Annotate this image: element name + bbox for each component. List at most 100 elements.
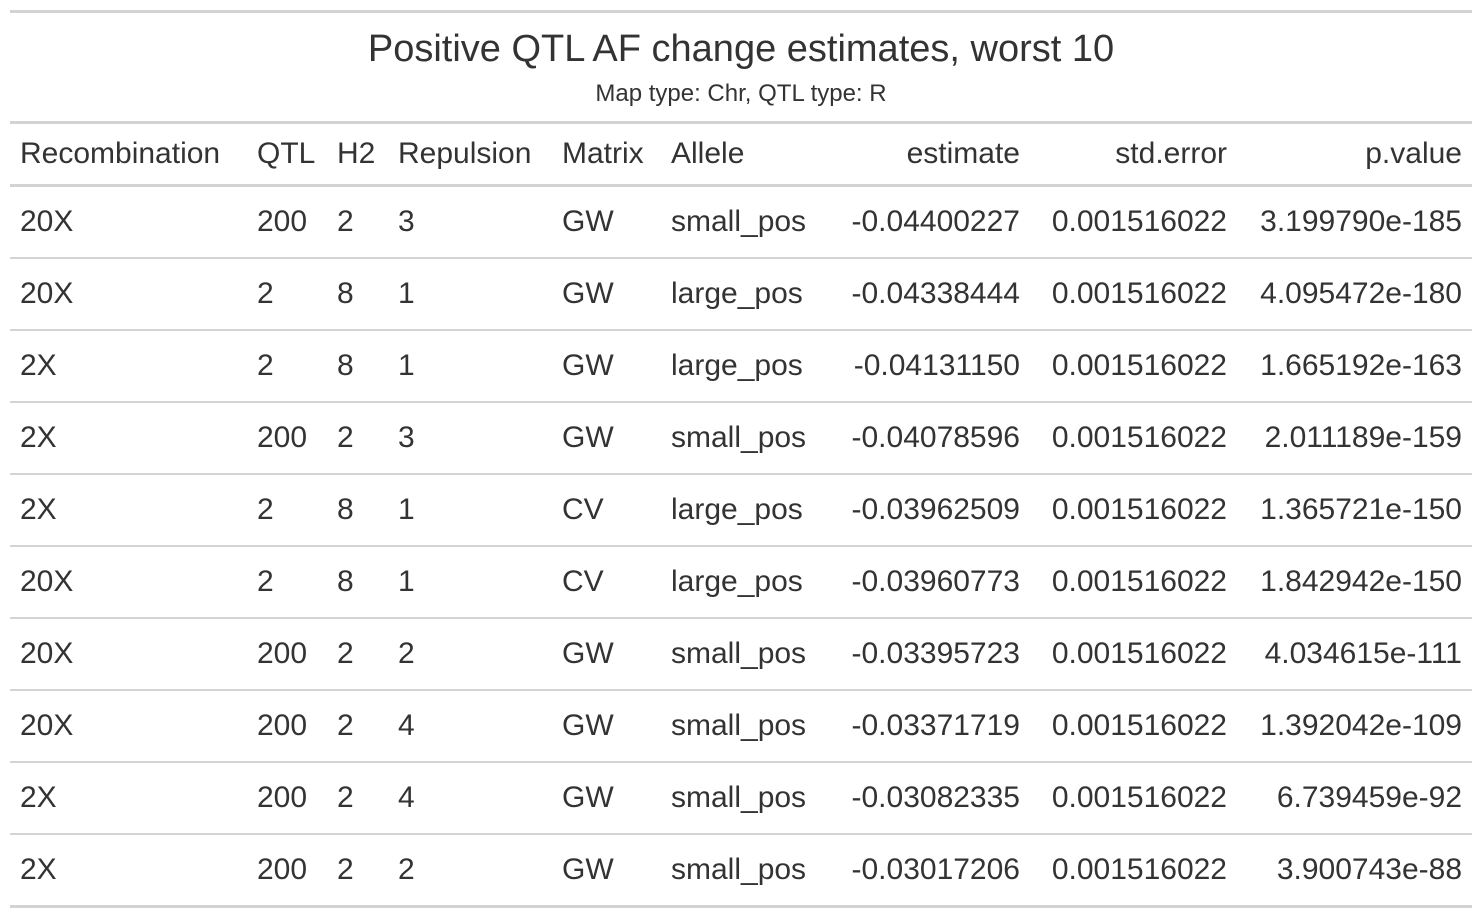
allele-cell: small_pos <box>661 618 826 691</box>
table-row: 20X 200 2 3 GW small_pos -0.04400227 0.00151602… <box>10 185 1472 259</box>
table-row: 2X 2 8 1 GW large_pos -0.04131150 0.001516022 1.… <box>10 330 1472 403</box>
h2-cell: 2 <box>327 402 388 475</box>
repulsion-cell: 1 <box>388 330 552 403</box>
std-error-cell: 0.001516022 <box>1030 690 1237 763</box>
qtl-cell: 2 <box>247 474 327 547</box>
h2-cell: 8 <box>327 258 388 331</box>
h2-cell: 2 <box>327 618 388 691</box>
qtl-cell: 200 <box>247 690 327 763</box>
estimate-cell: -0.04338444 <box>826 258 1030 331</box>
p-value-cell: 1.365721e-150 <box>1237 474 1472 547</box>
matrix-cell: GW <box>552 258 661 331</box>
matrix-cell: GW <box>552 618 661 691</box>
recombination-cell: 20X <box>10 185 247 259</box>
recombination-cell: 2X <box>10 762 247 835</box>
repulsion-cell: 1 <box>388 546 552 619</box>
std-error-cell: 0.001516022 <box>1030 474 1237 547</box>
qtl-cell: 200 <box>247 402 327 475</box>
h2-cell: 2 <box>327 690 388 763</box>
table-row: 2X 2 8 1 CV large_pos -0.03962509 0.001516022 1.… <box>10 474 1472 547</box>
qtl-cell: 200 <box>247 185 327 259</box>
estimate-cell: -0.04131150 <box>826 330 1030 403</box>
p-value-cell: 4.095472e-180 <box>1237 258 1472 331</box>
repulsion-cell: 1 <box>388 474 552 547</box>
results-table: Recombination QTL H2 Repulsion Matrix Al… <box>10 124 1472 908</box>
estimate-cell: -0.04400227 <box>826 185 1030 259</box>
matrix-cell: CV <box>552 474 661 547</box>
p-value-cell: 3.900743e-88 <box>1237 834 1472 908</box>
std-error-cell: 0.001516022 <box>1030 258 1237 331</box>
column-header-qtl: QTL <box>247 124 327 187</box>
matrix-cell: GW <box>552 402 661 475</box>
h2-cell: 8 <box>327 474 388 547</box>
h2-cell: 8 <box>327 546 388 619</box>
table-row: 20X 200 2 4 GW small_pos -0.03371719 0.00151602… <box>10 690 1472 763</box>
allele-cell: large_pos <box>661 258 826 331</box>
recombination-cell: 2X <box>10 402 247 475</box>
matrix-cell: GW <box>552 330 661 403</box>
column-header-std-error: std.error <box>1030 124 1237 187</box>
recombination-cell: 20X <box>10 258 247 331</box>
qtl-cell: 200 <box>247 834 327 908</box>
table-title: Positive QTL AF change estimates, worst … <box>367 28 1115 70</box>
h2-cell: 2 <box>327 762 388 835</box>
matrix-cell: GW <box>552 690 661 763</box>
table-row: 2X 200 2 3 GW small_pos -0.04078596 0.001516022… <box>10 402 1472 475</box>
p-value-cell: 3.199790e-185 <box>1237 185 1472 259</box>
repulsion-cell: 2 <box>388 618 552 691</box>
allele-cell: small_pos <box>661 185 826 259</box>
results-table-container: Positive QTL AF change estimates, worst … <box>10 10 1472 908</box>
table-row: 20X 2 8 1 GW large_pos -0.04338444 0.001516022 4… <box>10 258 1472 331</box>
allele-cell: large_pos <box>661 546 826 619</box>
allele-cell: large_pos <box>661 330 826 403</box>
matrix-cell: CV <box>552 546 661 619</box>
allele-cell: small_pos <box>661 762 826 835</box>
column-header-repulsion: Repulsion <box>388 124 552 187</box>
table-row: 2X 200 2 2 GW small_pos -0.03017206 0.001516022… <box>10 834 1472 908</box>
recombination-cell: 20X <box>10 546 247 619</box>
column-header-allele: Allele <box>661 124 826 187</box>
table-body: 20X 200 2 3 GW small_pos -0.04400227 0.00151602… <box>10 185 1472 908</box>
std-error-cell: 0.001516022 <box>1030 762 1237 835</box>
repulsion-cell: 4 <box>388 762 552 835</box>
column-header-h2: H2 <box>327 124 388 187</box>
estimate-cell: -0.03017206 <box>826 834 1030 908</box>
column-header-p-value: p.value <box>1237 124 1472 187</box>
column-header-estimate: estimate <box>826 124 1030 187</box>
p-value-cell: 2.011189e-159 <box>1237 402 1472 475</box>
std-error-cell: 0.001516022 <box>1030 330 1237 403</box>
qtl-cell: 2 <box>247 258 327 331</box>
allele-cell: small_pos <box>661 834 826 908</box>
estimate-cell: -0.03395723 <box>826 618 1030 691</box>
allele-cell: large_pos <box>661 474 826 547</box>
p-value-cell: 6.739459e-92 <box>1237 762 1472 835</box>
column-header-matrix: Matrix <box>552 124 661 187</box>
repulsion-cell: 1 <box>388 258 552 331</box>
table-subtitle: Map type: Chr, QTL type: R <box>595 80 887 107</box>
allele-cell: small_pos <box>661 402 826 475</box>
std-error-cell: 0.001516022 <box>1030 834 1237 908</box>
std-error-cell: 0.001516022 <box>1030 185 1237 259</box>
matrix-cell: GW <box>552 185 661 259</box>
repulsion-cell: 2 <box>388 834 552 908</box>
recombination-cell: 2X <box>10 474 247 547</box>
matrix-cell: GW <box>552 834 661 908</box>
h2-cell: 8 <box>327 330 388 403</box>
p-value-cell: 4.034615e-111 <box>1237 618 1472 691</box>
table-heading: Positive QTL AF change estimates, worst … <box>10 10 1472 124</box>
std-error-cell: 0.001516022 <box>1030 402 1237 475</box>
recombination-cell: 20X <box>10 618 247 691</box>
std-error-cell: 0.001516022 <box>1030 618 1237 691</box>
qtl-cell: 2 <box>247 546 327 619</box>
h2-cell: 2 <box>327 185 388 259</box>
estimate-cell: -0.03962509 <box>826 474 1030 547</box>
qtl-cell: 200 <box>247 618 327 691</box>
table-row: 20X 200 2 2 GW small_pos -0.03395723 0.00151602… <box>10 618 1472 691</box>
recombination-cell: 2X <box>10 330 247 403</box>
allele-cell: small_pos <box>661 690 826 763</box>
h2-cell: 2 <box>327 834 388 908</box>
recombination-cell: 2X <box>10 834 247 908</box>
p-value-cell: 1.842942e-150 <box>1237 546 1472 619</box>
table-row: 20X 2 8 1 CV large_pos -0.03960773 0.001516022 1… <box>10 546 1472 619</box>
qtl-cell: 2 <box>247 330 327 403</box>
